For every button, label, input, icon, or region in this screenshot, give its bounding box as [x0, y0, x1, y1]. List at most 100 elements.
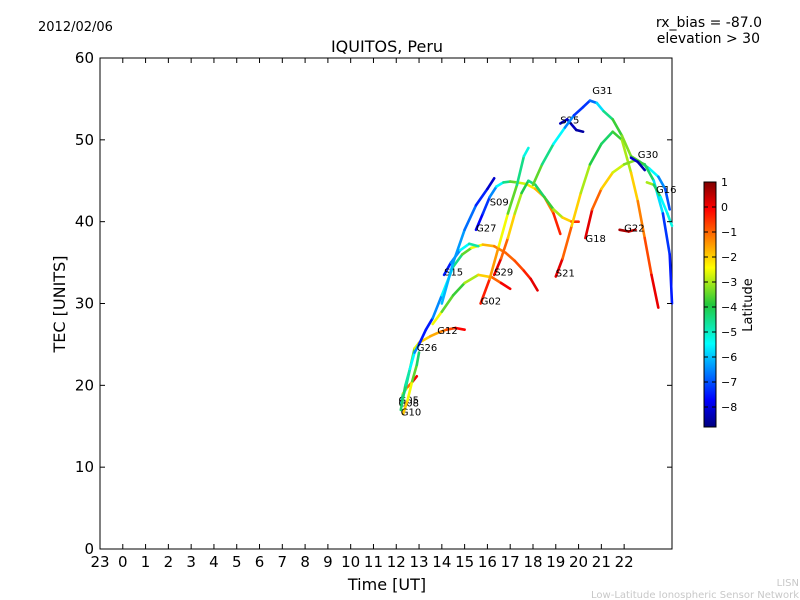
x-tick-label: 19	[546, 553, 565, 571]
series-label: G27	[476, 224, 496, 235]
x-tick-label: 18	[523, 553, 542, 571]
series-segment	[595, 101, 605, 113]
series-segment	[399, 383, 407, 412]
series-segment	[656, 175, 667, 191]
series-label: S21	[556, 269, 575, 280]
series-segment	[479, 277, 492, 305]
rx-bias-label: rx_bias = -87.0	[656, 15, 762, 31]
colorbar-tick-label: −1	[721, 226, 737, 239]
series-segment	[454, 326, 466, 332]
colorbar-tick-label: −7	[721, 376, 737, 389]
colorbar-tick-label: 0	[721, 201, 728, 214]
series-segment	[490, 275, 503, 285]
series-label: S09	[490, 197, 509, 208]
series-segment	[451, 228, 466, 264]
series-segment	[413, 343, 421, 354]
series-segment	[401, 398, 409, 416]
series-segment	[451, 253, 464, 269]
y-tick-label: 20	[75, 376, 94, 394]
x-tick-label: 16	[478, 553, 497, 571]
y-axis: 0 10 20 30 40 50 60	[75, 49, 672, 558]
series-label: S15	[444, 268, 463, 279]
series-label: G30	[638, 150, 658, 161]
series-segment	[481, 243, 496, 248]
series-segment	[529, 277, 539, 292]
series-segment	[636, 199, 647, 240]
series-segment	[513, 259, 526, 273]
series-segment	[570, 191, 583, 228]
series-segment	[643, 236, 653, 277]
series-segment	[429, 330, 441, 338]
series-g16: G16	[645, 181, 676, 228]
colorbar-tick-label: −2	[721, 251, 737, 264]
series-g12: G12	[431, 273, 512, 337]
series-segment	[431, 293, 444, 320]
series-segment	[515, 154, 526, 187]
series-segment	[486, 177, 496, 191]
x-tick-label: 10	[341, 553, 360, 571]
series-segment	[533, 183, 546, 199]
colorbar-tick-label: −5	[721, 326, 737, 339]
series-segment	[492, 257, 503, 277]
y-tick-label: 30	[75, 295, 94, 313]
series-label: G26	[417, 343, 437, 354]
series-segment	[552, 126, 567, 146]
series-segment	[629, 156, 640, 164]
series-label: G18	[585, 234, 605, 245]
series-g02: G02	[479, 146, 530, 307]
colorbar	[703, 181, 717, 428]
x-tick-label: 23	[90, 553, 109, 571]
series-segment	[636, 160, 647, 172]
series-label: G10	[401, 408, 421, 419]
series-segment	[463, 204, 478, 232]
series-segment	[666, 212, 674, 228]
series-segment	[650, 273, 660, 309]
x-tick-label: 3	[186, 553, 196, 571]
series-segment	[440, 293, 455, 314]
series-segment	[661, 212, 672, 256]
x-axis: 23 0 1 2 3 4 5 6 7 8 9 10 11 12 13 14 15 16 17 18 19 20 21 22	[90, 58, 634, 571]
series-segment	[552, 208, 564, 219]
series-label: G05	[399, 395, 419, 406]
series-segment	[520, 179, 530, 195]
colorbar-ticks: 1 0 −1 −2 −3 −4 −5 −6 −7 −8	[704, 176, 737, 414]
x-tick-label: 9	[323, 553, 333, 571]
y-tick-label: 10	[75, 458, 94, 476]
series-segment	[611, 130, 624, 142]
series-segment	[451, 281, 466, 297]
series-segment	[563, 114, 576, 129]
series-segment	[629, 171, 640, 203]
series-segment	[668, 253, 674, 305]
series-g30: G30	[629, 150, 658, 172]
series-g22: G22	[618, 224, 645, 235]
series-segment	[458, 242, 471, 252]
colorbar-tick-label: −4	[721, 301, 737, 314]
series-segment	[506, 212, 517, 240]
series-segment	[579, 163, 592, 195]
series-segment	[463, 273, 480, 285]
series-segment	[652, 183, 662, 199]
series-segment	[431, 310, 444, 326]
y-tick-label: 60	[75, 49, 94, 67]
series-segment	[620, 134, 633, 158]
series-segment	[581, 99, 592, 109]
series-segment	[406, 379, 414, 402]
series-segment	[659, 195, 669, 215]
series-segment	[561, 216, 574, 223]
chart-title: IQUITOS, Peru	[331, 37, 443, 56]
series-segment	[467, 242, 480, 248]
x-tick-label: 5	[232, 553, 242, 571]
series-s29: S29	[492, 179, 580, 279]
series-segment	[474, 212, 485, 232]
series-segment	[602, 109, 615, 121]
x-axis-label: Time [UT]	[347, 575, 426, 594]
series-segment	[504, 251, 517, 263]
series-segment	[442, 261, 453, 277]
series-segment	[488, 185, 498, 199]
series-segment	[410, 363, 419, 383]
series-segment	[499, 236, 510, 260]
x-tick-label: 13	[409, 553, 428, 571]
series-segment	[540, 142, 555, 166]
series-segment	[440, 261, 455, 305]
x-tick-label: 14	[432, 553, 451, 571]
